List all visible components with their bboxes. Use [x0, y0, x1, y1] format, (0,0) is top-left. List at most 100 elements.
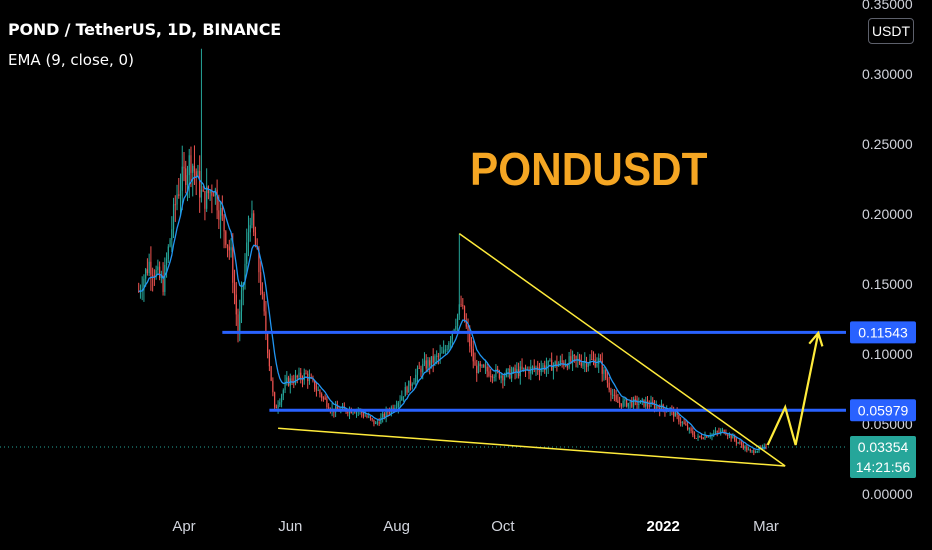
candle-body	[375, 422, 377, 424]
y-tick-label: 0.25000	[862, 136, 913, 152]
candle-body	[568, 356, 570, 368]
ema-indicator-legend[interactable]: EMA (9, close, 0)	[8, 51, 134, 69]
candle-body	[620, 403, 622, 407]
current-price-tag-bg	[850, 436, 916, 479]
candle-body	[176, 194, 178, 205]
candle-body	[554, 361, 556, 366]
candle-body	[296, 375, 298, 378]
x-tick-label: Oct	[491, 518, 515, 535]
candle-body	[280, 395, 283, 403]
candle-body	[404, 387, 406, 397]
candle-body	[324, 397, 326, 400]
y-tick-label: 0.30000	[862, 66, 913, 82]
candle-body	[413, 382, 415, 385]
candle-body	[599, 358, 602, 361]
candle-body	[294, 375, 297, 383]
y-tick-label: 0.15000	[862, 276, 913, 292]
projection-group	[766, 330, 824, 446]
candle-body	[167, 246, 169, 260]
candle-body	[328, 407, 330, 410]
candle-body	[753, 450, 755, 453]
candle-body	[542, 365, 544, 369]
candle-body	[233, 282, 236, 295]
candle-body	[491, 375, 494, 378]
candle-body	[688, 428, 690, 430]
candle-body	[186, 175, 189, 185]
candle-body	[401, 396, 403, 401]
currency-badge[interactable]: USDT	[868, 18, 914, 44]
current-price-label: 0.03354	[858, 439, 909, 455]
candle-body	[741, 442, 743, 446]
candle-body	[152, 274, 154, 276]
candle-body	[298, 372, 300, 378]
trendlines-group	[278, 232, 786, 467]
candle-body	[284, 382, 286, 391]
candle-body	[493, 376, 495, 378]
chart-legend-title[interactable]: POND / TetherUS, 1D, BINANCE	[8, 20, 282, 39]
candle-body	[615, 395, 617, 401]
candle-body	[260, 272, 262, 291]
candle-body	[510, 372, 513, 379]
candle-body	[244, 263, 246, 284]
candle-body	[181, 166, 183, 191]
candle-body	[427, 360, 429, 369]
trend-line	[278, 427, 786, 467]
candle-body	[314, 380, 316, 390]
candle-body	[455, 326, 457, 330]
candle-body	[653, 403, 656, 409]
candle-body	[371, 418, 373, 420]
candle-body	[697, 435, 699, 439]
candle-body	[460, 304, 462, 306]
candle-body	[429, 360, 431, 366]
candle-body	[253, 213, 255, 233]
candle-body	[160, 276, 162, 278]
candle-body	[228, 246, 230, 251]
candle-body	[406, 387, 408, 393]
candle-body	[376, 422, 379, 424]
candle-body	[749, 449, 751, 451]
candle-body	[450, 339, 452, 343]
candle-body	[549, 359, 551, 361]
candle-body	[605, 370, 607, 379]
candle-body	[385, 410, 387, 418]
candle-body	[319, 390, 321, 395]
candle-body	[725, 433, 727, 435]
candle-body	[603, 370, 605, 374]
level-price-tag-label: 0.05979	[858, 402, 909, 418]
candle-body	[232, 247, 234, 283]
candle-body	[463, 306, 466, 322]
candle-body	[580, 362, 582, 366]
candle-body	[500, 375, 502, 379]
candle-body	[610, 389, 612, 395]
candle-body	[364, 415, 366, 417]
candle-body	[213, 195, 215, 197]
candle-body	[275, 406, 277, 409]
candle-body	[354, 412, 356, 414]
candle-body	[524, 367, 527, 370]
candle-body	[657, 406, 659, 408]
candle-body	[565, 365, 567, 367]
candle-body	[763, 445, 765, 447]
candle-body	[157, 266, 159, 271]
candle-body	[673, 409, 675, 417]
candle-body	[183, 166, 185, 169]
chart-annotation-text: PONDUSDT	[470, 143, 708, 195]
candle-body	[416, 368, 419, 375]
candle-body	[592, 359, 595, 361]
x-tick-label: Mar	[753, 518, 779, 535]
candle-body	[261, 290, 264, 295]
candle-body	[164, 264, 166, 292]
ema-line	[138, 174, 767, 451]
candle-body	[631, 401, 633, 407]
candle-body	[444, 349, 446, 351]
candle-body	[544, 365, 546, 371]
candle-body	[497, 368, 499, 371]
candle-body	[430, 356, 433, 366]
candle-body	[551, 359, 553, 371]
projection-arrowhead	[808, 330, 824, 347]
candle-body	[270, 366, 272, 381]
candle-body	[612, 394, 614, 396]
candle-body	[408, 380, 410, 393]
candle-body	[308, 377, 311, 382]
